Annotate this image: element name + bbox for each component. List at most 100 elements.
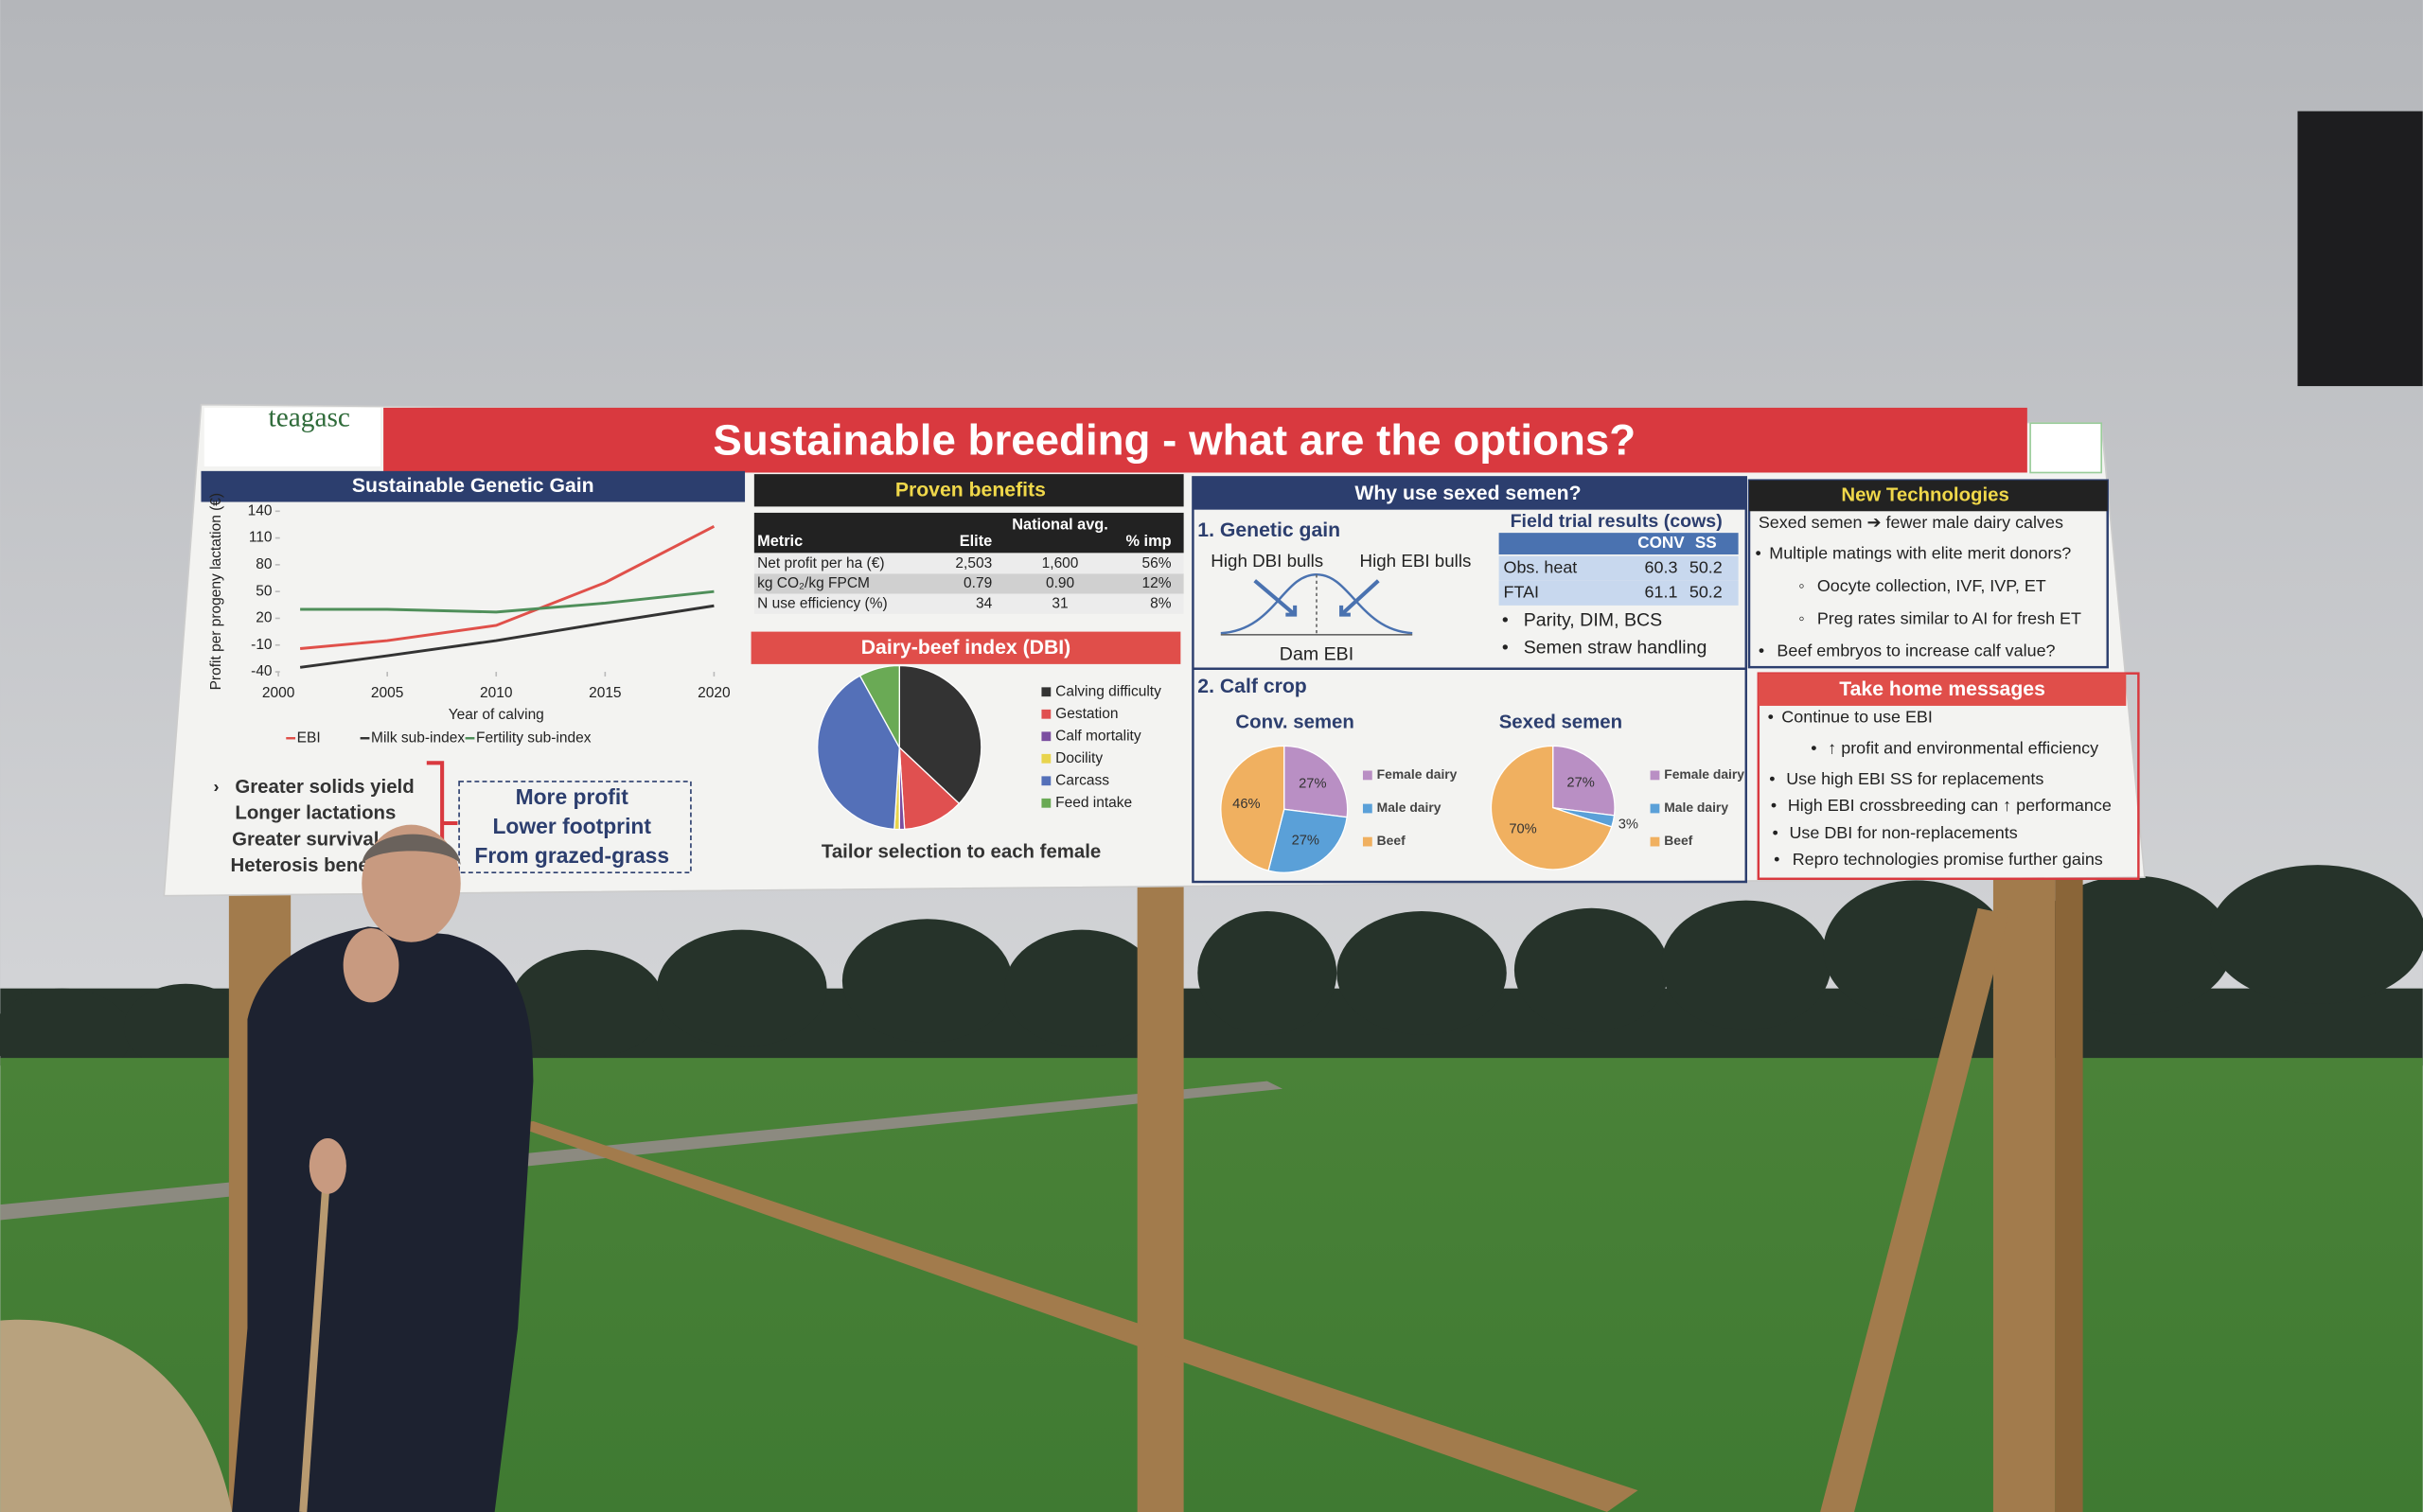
- table-header-bg: [753, 512, 1184, 554]
- table-cell: 0.90: [1046, 575, 1075, 591]
- legend-swatch: [1041, 709, 1052, 719]
- summary-box: [458, 781, 692, 874]
- table-header: Metric: [757, 533, 803, 550]
- list-item: Preg rates similar to AI for fresh ET: [1817, 608, 2081, 627]
- pie-slice: [1220, 745, 1285, 871]
- legend-swatch: [1041, 687, 1052, 697]
- bullet: •: [1771, 796, 1777, 815]
- legend-swatch: [1041, 753, 1052, 764]
- legend-swatch: [1650, 836, 1660, 847]
- table-row-bg: [753, 554, 1184, 574]
- x-axis-label: Year of calving: [449, 707, 544, 723]
- legend-label: Feed intake: [1055, 795, 1132, 811]
- list-item: Beef embryos to increase calf value?: [1777, 642, 2055, 660]
- summary-line: Lower footprint: [492, 814, 651, 838]
- table-title: Field trial results (cows): [1511, 511, 1723, 532]
- panel-title: Proven benefits: [895, 480, 1046, 501]
- panel-title: Sustainable Genetic Gain: [352, 475, 594, 497]
- panel-title: Why use sexed semen?: [1354, 483, 1581, 504]
- y-tick-label: -10: [251, 637, 273, 653]
- list-item: Sexed semen ➔ fewer male dairy calves: [1759, 513, 2063, 532]
- legend-label: Docility: [1055, 750, 1103, 766]
- panel-title: Take home messages: [1839, 678, 2045, 700]
- list-item: Multiple matings with elite merit donors…: [1769, 544, 2071, 563]
- label: High EBI bulls: [1360, 551, 1472, 571]
- legend-label: EBI: [297, 730, 321, 746]
- y-tick-label: 50: [256, 583, 273, 599]
- table-header: CONV: [1637, 533, 1685, 552]
- pie-title: Conv. semen: [1235, 712, 1353, 732]
- value-label: 70%: [1509, 822, 1536, 837]
- logo-right: [2029, 422, 2103, 474]
- bullet: •: [1811, 738, 1816, 757]
- table-cell: 2,503: [955, 555, 992, 571]
- dbi-pie: Calving difficulty Gestation Calf mortalit…: [817, 664, 1161, 831]
- legend-label: Beef: [1377, 833, 1406, 848]
- panel-title-bar: [201, 470, 746, 502]
- legend-swatch: [1041, 798, 1052, 808]
- table-cell: 50.2: [1689, 557, 1723, 576]
- y-tick-label: 20: [256, 610, 273, 626]
- legend-label: Calf mortality: [1055, 728, 1141, 744]
- y-tick-label: 80: [256, 556, 273, 572]
- y-axis-label: Profit per progeny lactation (€): [208, 493, 224, 691]
- trial-table: CONV SS Obs. heat 60.3 50.2 FTAI 61.1 50.2: [1498, 533, 1739, 606]
- legend-swatch: [1650, 803, 1660, 814]
- x-tick-label: 2010: [480, 685, 513, 701]
- logo: teagasc: [269, 403, 350, 433]
- series-line: [300, 589, 715, 614]
- bullet: •: [1502, 638, 1509, 659]
- table-cell: FTAI: [1504, 583, 1540, 602]
- series-line: [299, 525, 716, 650]
- presenter: [232, 824, 534, 1512]
- bullet: •: [1773, 823, 1778, 842]
- bullet: ◦: [1798, 608, 1804, 627]
- calf-pies: Conv. semen 27% 27% 46% Female dairy Male dai…: [1220, 712, 1744, 873]
- table-cell: Net profit per ha (€): [757, 555, 884, 571]
- pie-slice: [858, 664, 900, 748]
- table-cell: 12%: [1142, 575, 1172, 591]
- legend-label: Calving difficulty: [1055, 683, 1161, 699]
- legend-label: Gestation: [1055, 706, 1118, 722]
- table-cell: 50.2: [1689, 583, 1723, 602]
- logo-box: [203, 407, 380, 466]
- panel-title-bar: [1758, 673, 2127, 706]
- table-header: National avg.: [1012, 516, 1108, 533]
- bullet: ◦: [1798, 576, 1804, 595]
- bullet-text: Heterosis benefits: [231, 855, 398, 876]
- x-tick-label: 2015: [589, 685, 621, 701]
- x-tick-label: 2020: [698, 685, 731, 701]
- x-tick-label: 2000: [262, 685, 295, 701]
- table-row-bg: [753, 593, 1184, 614]
- table-header: SS: [1695, 533, 1717, 552]
- table-cell: 1,600: [1042, 555, 1079, 571]
- heading: 2. Calf crop: [1197, 676, 1307, 697]
- pie-slice: [898, 664, 982, 805]
- table-cell: 61.1: [1645, 583, 1678, 602]
- summary-line: From grazed-grass: [474, 843, 669, 868]
- summary-line: More profit: [516, 784, 629, 809]
- pie-slice: [1267, 808, 1348, 873]
- bullet-text: Longer lactations: [235, 803, 396, 824]
- legend-label: Fertility sub-index: [476, 730, 592, 746]
- table-header: % imp: [1126, 533, 1172, 550]
- panel-title-bar: [1749, 480, 2108, 512]
- table-cell: 56%: [1142, 555, 1172, 571]
- bullet: •: [1756, 544, 1761, 563]
- title: Sustainable breeding - what are the opti…: [713, 416, 1636, 465]
- table-header-bg: [1498, 533, 1739, 554]
- bullet: •: [1774, 850, 1779, 869]
- legend-swatch: [1362, 836, 1372, 847]
- table-cell: Obs. heat: [1504, 557, 1578, 576]
- legend-label: Beef: [1664, 833, 1692, 848]
- legend-label: Male dairy: [1377, 800, 1441, 815]
- value-label: 3%: [1618, 817, 1638, 832]
- panel-title: New Technologies: [1841, 484, 2009, 505]
- y-tick-label: 140: [248, 502, 273, 519]
- table-header: Elite: [960, 533, 992, 550]
- table-cell: 8%: [1150, 595, 1172, 611]
- legend-swatch: [1041, 731, 1052, 742]
- table-cell: 34: [976, 595, 993, 611]
- pie-slice: [898, 746, 961, 831]
